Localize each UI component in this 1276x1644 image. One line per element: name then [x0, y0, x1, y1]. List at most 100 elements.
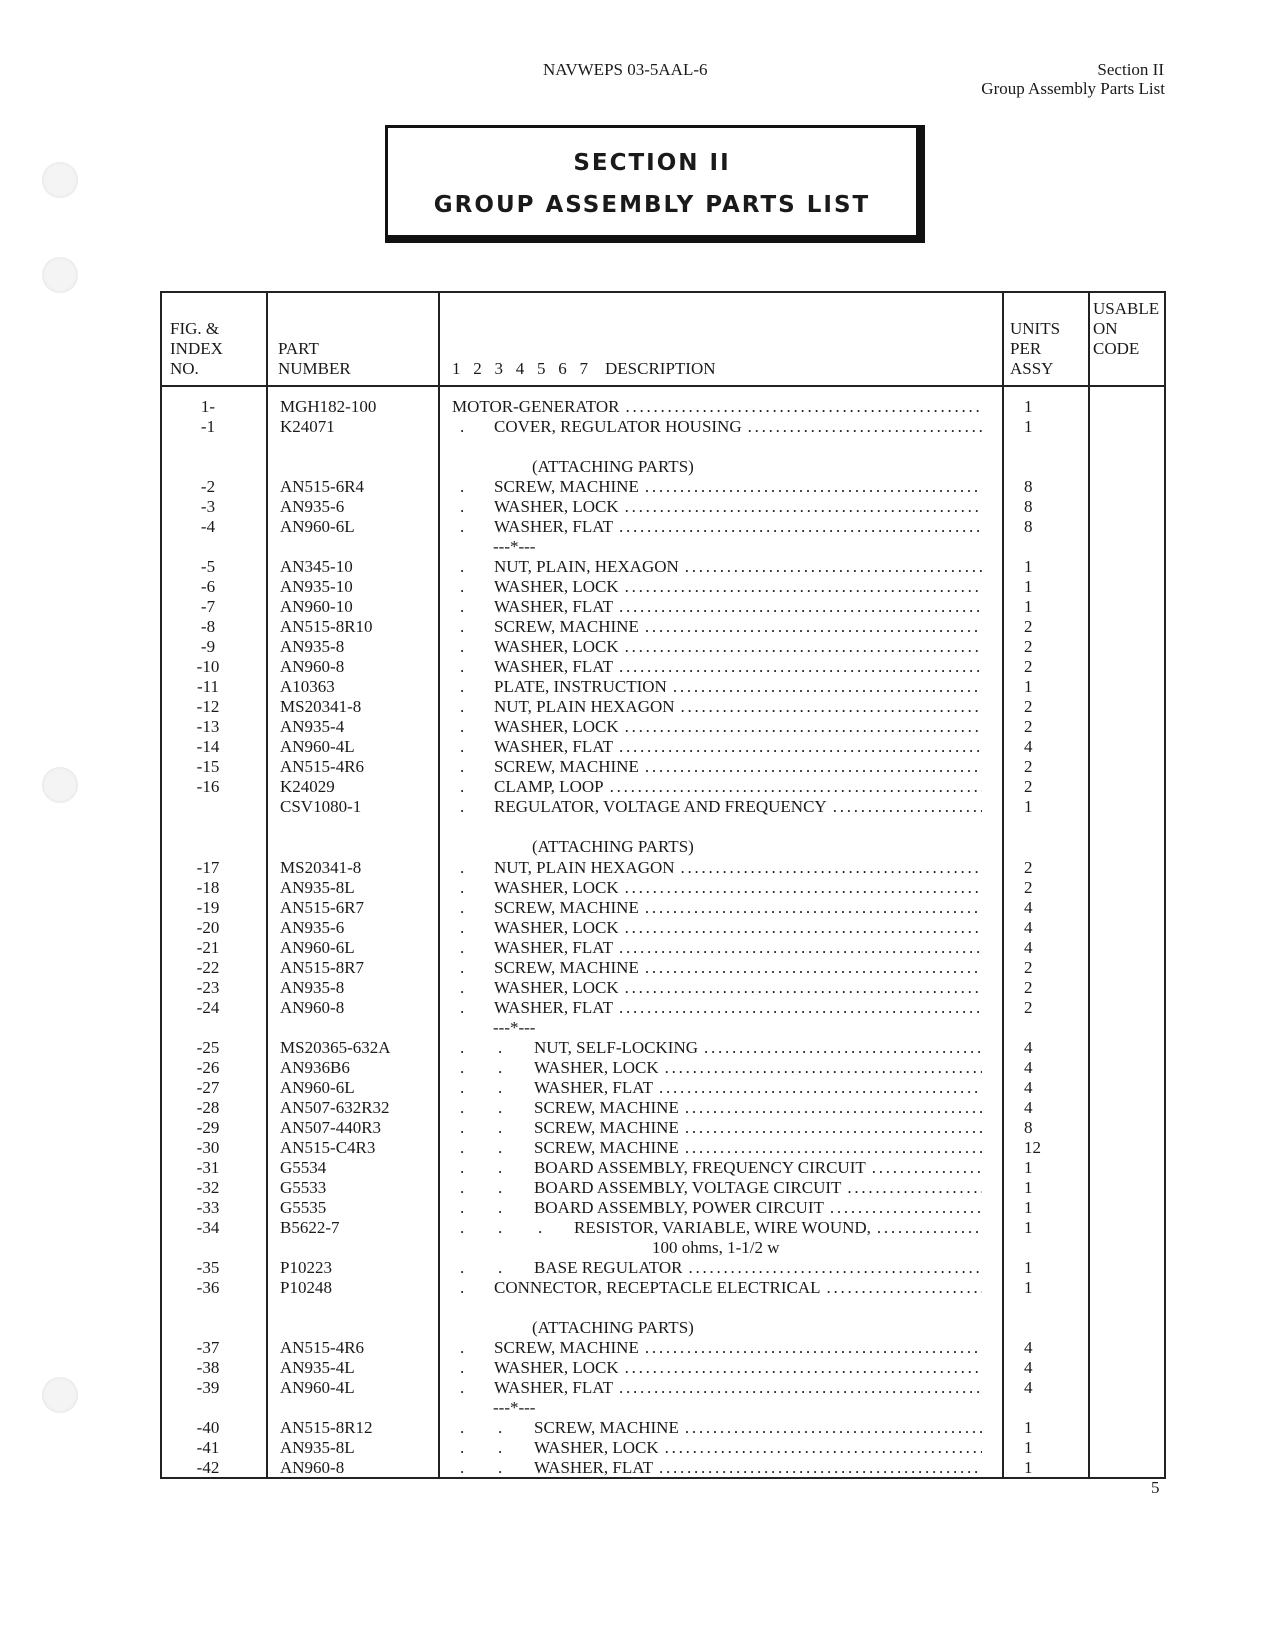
index-number: -26	[196, 1057, 220, 1077]
indent-dot: .	[460, 777, 465, 797]
table-row-description: . WASHER, LOCK	[452, 878, 982, 898]
part-number: AN935-6	[280, 497, 345, 517]
units-per-assy: 8	[1024, 497, 1033, 517]
indent-dot: .	[460, 1157, 465, 1177]
index-number: -42	[196, 1458, 220, 1478]
index-number: -32	[196, 1177, 220, 1197]
units-per-assy: 8	[1024, 477, 1033, 497]
description-text: WASHER, FLAT	[534, 1458, 654, 1478]
part-number: AN960-8	[280, 997, 345, 1017]
table-row-description: . SCREW, MACHINE	[452, 898, 982, 918]
indent-dot: .	[460, 1197, 465, 1217]
units-per-assy: 1	[1024, 1277, 1033, 1297]
section-title-box: SECTION II GROUP ASSEMBLY PARTS LIST	[385, 125, 925, 243]
units-per-assy: 1	[1024, 397, 1033, 416]
indent-dot: .	[460, 417, 465, 436]
dot-leader	[877, 1218, 982, 1238]
description-text: NUT, PLAIN, HEXAGON	[494, 557, 679, 577]
index-number: -5	[200, 557, 216, 577]
description-text: WASHER, LOCK	[534, 1057, 659, 1077]
indent-dot: .	[498, 1117, 503, 1137]
part-number: AN960-6L	[280, 937, 355, 957]
indent-dot: .	[460, 1277, 465, 1297]
indent-dot: .	[460, 1117, 465, 1137]
part-number: AN960-4L	[280, 1378, 355, 1397]
indent-dot: .	[460, 997, 465, 1017]
table-row-description: .. SCREW, MACHINE	[452, 1118, 982, 1138]
description-text: SCREW, MACHINE	[534, 1117, 679, 1137]
description-text: WASHER, LOCK	[534, 1438, 659, 1457]
running-head-title: Group Assembly Parts List	[981, 79, 1165, 98]
indent-dot: .	[460, 857, 465, 877]
indent-dot: .	[460, 1057, 465, 1077]
binder-hole	[42, 1377, 78, 1413]
part-number: G5533	[280, 1177, 327, 1197]
units-per-assy: 4	[1024, 1037, 1033, 1057]
indent-dot: .	[460, 657, 465, 677]
indent-dot: .	[460, 917, 465, 937]
units-per-assy: 1	[1024, 1438, 1033, 1457]
table-row-description: .. SCREW, MACHINE	[452, 1138, 982, 1158]
table-row-description: . NUT, PLAIN, HEXAGON	[452, 557, 982, 577]
indent-dot: .	[460, 637, 465, 657]
indent-dot: .	[460, 1358, 465, 1377]
col-header-description: 1 2 3 4 5 6 7 DESCRIPTION	[438, 291, 1004, 387]
description-text: WASHER, FLAT	[494, 517, 614, 537]
description-text: SCREW, MACHINE	[494, 617, 639, 637]
indent-dot: .	[460, 1378, 465, 1397]
dot-leader	[830, 1198, 982, 1218]
description-text: BOARD ASSEMBLY, VOLTAGE CIRCUIT	[534, 1177, 842, 1197]
units-per-assy: 4	[1024, 1337, 1033, 1357]
index-number: -15	[196, 757, 220, 777]
dot-leader	[625, 717, 982, 737]
indent-dot: .	[538, 1217, 543, 1237]
units-per-assy: 4	[1024, 1057, 1033, 1077]
description-column: MOTOR-GENERATOR. COVER, REGULATOR HOUSING…	[438, 386, 1004, 1479]
dot-leader	[625, 577, 982, 597]
table-row-description: . WASHER, LOCK	[452, 577, 982, 597]
part-number: AN935-10	[280, 577, 353, 597]
index-number: -34	[196, 1217, 220, 1237]
separator-mark: ---*---	[493, 1017, 536, 1037]
part-number: G5534	[280, 1157, 327, 1177]
table-row-description: . COVER, REGULATOR HOUSING	[452, 417, 982, 437]
table-row-description: . WASHER, FLAT	[452, 998, 982, 1018]
dot-leader	[619, 597, 982, 617]
part-number: B5622-7	[280, 1217, 340, 1237]
description-text: PLATE, INSTRUCTION	[494, 677, 667, 697]
table-row-description: . CONNECTOR, RECEPTACLE ELECTRICAL	[452, 1278, 982, 1298]
units-per-assy: 8	[1024, 517, 1033, 537]
table-row-description: . SCREW, MACHINE	[452, 477, 982, 497]
part-number: AN960-4L	[280, 737, 355, 757]
units-per-assy: 1	[1024, 1157, 1033, 1177]
description-text: RESISTOR, VARIABLE, WIRE WOUND,	[574, 1217, 871, 1237]
index-number: -23	[196, 977, 220, 997]
indent-dot: .	[460, 697, 465, 717]
table-row-description: . WASHER, FLAT	[452, 517, 982, 537]
part-number: AN515-6R7	[280, 897, 365, 917]
parts-list-table: FIG. & INDEX NO. PART NUMBER 1 2 3 4 5 6 7 …	[160, 291, 1166, 1479]
description-text: WASHER, LOCK	[494, 917, 619, 937]
indent-dot: .	[460, 1257, 465, 1277]
table-row-description: .. NUT, SELF-LOCKING	[452, 1038, 982, 1058]
description-text: WASHER, FLAT	[534, 1077, 654, 1097]
dot-leader	[626, 397, 983, 417]
dot-leader	[645, 1338, 982, 1358]
table-row-description: .. SCREW, MACHINE	[452, 1098, 982, 1118]
indent-dot: .	[460, 737, 465, 757]
dot-leader	[645, 477, 982, 497]
table-row-description: . SCREW, MACHINE	[452, 757, 982, 777]
units-per-assy: 1	[1024, 1458, 1033, 1478]
part-number: A10363	[280, 677, 335, 697]
part-number: P10223	[280, 1257, 332, 1277]
description-text: WASHER, FLAT	[494, 597, 614, 617]
table-row-description: .. SCREW, MACHINE	[452, 1418, 982, 1438]
description-text: SCREW, MACHINE	[494, 477, 639, 497]
indent-dot: .	[460, 957, 465, 977]
part-number: G5535	[280, 1197, 327, 1217]
part-number: AN935-4L	[280, 1358, 355, 1377]
part-number: AN935-4	[280, 717, 345, 737]
dot-leader	[847, 1178, 982, 1198]
units-per-assy: 2	[1024, 617, 1033, 637]
indent-dot: .	[460, 1458, 465, 1478]
